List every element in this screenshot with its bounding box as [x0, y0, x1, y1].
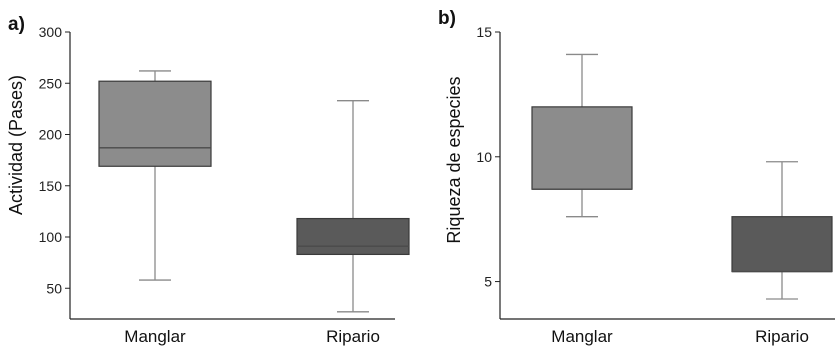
x-category-label: Ripario: [755, 327, 809, 346]
y-tick-label: 100: [39, 229, 63, 245]
x-category-label: Manglar: [551, 327, 613, 346]
y-tick-label: 200: [39, 127, 63, 143]
box-manglar: [98, 80, 212, 167]
x-category-label: Ripario: [326, 327, 380, 346]
y-axis-label: Actividad (Pases): [6, 75, 26, 215]
box-manglar: [531, 106, 633, 190]
y-tick-label: 15: [476, 24, 492, 40]
box-ripario: [296, 217, 410, 256]
y-axis-label: Riqueza de especies: [444, 76, 464, 243]
panel-b: 5 10 15 Riqueza de especies b) Manglar Ripario: [438, 8, 835, 346]
y-tick-label: 300: [39, 24, 63, 40]
panel-label: b): [438, 8, 456, 29]
x-category-label: Manglar: [124, 327, 186, 346]
panel-label: a): [8, 14, 25, 35]
y-tick-label: 250: [39, 75, 63, 91]
panel-a: 50 100 150 200 250 300 Actividad (Pases) a) Mang…: [6, 14, 410, 346]
y-tick-label: 150: [39, 178, 63, 194]
y-tick-label: 50: [46, 280, 62, 296]
box-ripario: [731, 216, 833, 273]
y-tick-label: 5: [484, 274, 492, 290]
y-tick-label: 10: [476, 149, 492, 165]
